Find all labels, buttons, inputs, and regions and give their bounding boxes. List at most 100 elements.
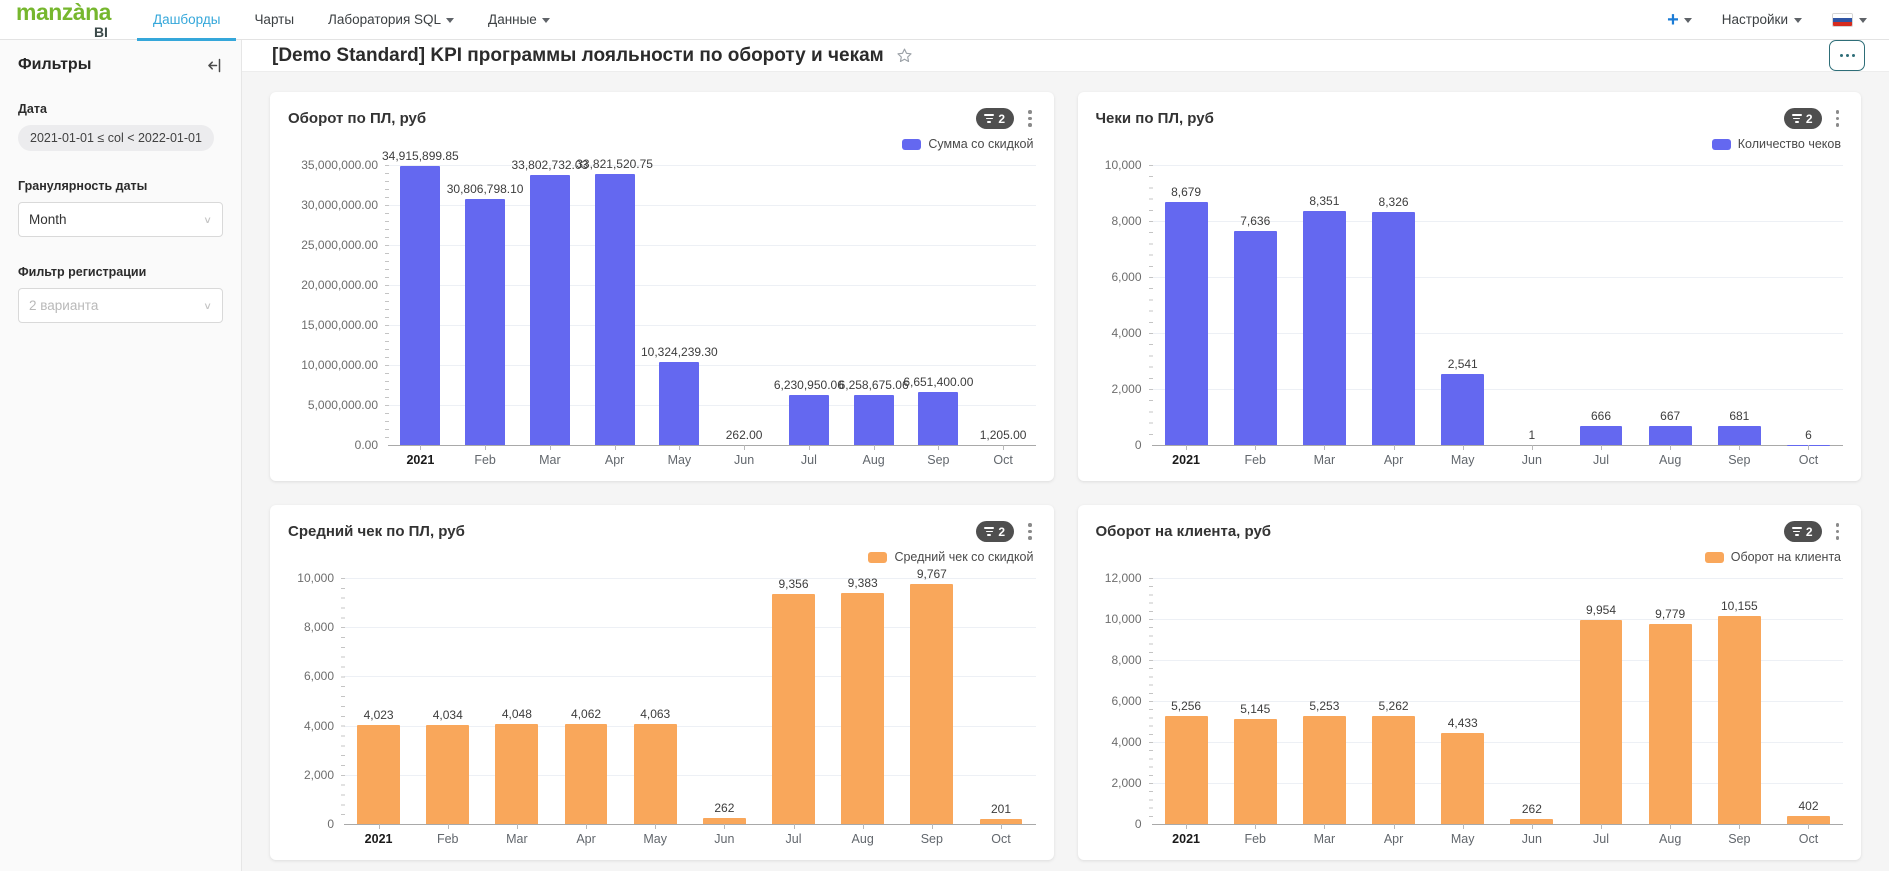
bar[interactable]: 2,541 — [1441, 357, 1485, 445]
legend-item[interactable]: Сумма со скидкой — [288, 137, 1034, 151]
add-new-button[interactable]: + — [1667, 10, 1692, 30]
legend-item[interactable]: Оборот на клиента — [1096, 550, 1841, 564]
bar-value-label: 33,821,520.75 — [576, 157, 653, 172]
bar[interactable]: 6,230,950.06 — [774, 378, 844, 445]
bar-value-label: 402 — [1798, 798, 1819, 813]
more-options-button[interactable] — [1829, 40, 1865, 71]
bar-slot: 6,258,675.06 — [839, 165, 909, 450]
settings-menu[interactable]: Настройки — [1722, 12, 1802, 27]
bar[interactable]: 10,324,239.30 — [641, 345, 718, 445]
navbar-right: + Настройки — [1667, 10, 1867, 30]
bar[interactable]: 7,636 — [1233, 214, 1277, 445]
bar-value-label: 9,954 — [1586, 602, 1617, 617]
bar[interactable]: 9,383 — [841, 576, 885, 824]
main-nav: Дашборды Чарты Лаборатория SQL Данные — [137, 0, 550, 41]
gridline — [388, 245, 1036, 246]
bar[interactable]: 9,954 — [1579, 603, 1623, 824]
bar[interactable]: 6,651,400.00 — [903, 375, 973, 445]
bar[interactable]: 402 — [1787, 799, 1830, 824]
bar[interactable]: 5,262 — [1372, 699, 1415, 824]
legend-item[interactable]: Средний чек со скидкой — [288, 550, 1034, 564]
bar[interactable]: 201 — [979, 802, 1023, 824]
bar[interactable]: 4,023 — [357, 708, 401, 824]
bar[interactable]: 681 — [1717, 409, 1761, 445]
x-category-label: May — [1450, 453, 1475, 467]
bar[interactable]: 9,779 — [1648, 607, 1692, 824]
nav-tab-charts[interactable]: Чарты — [254, 0, 294, 39]
nav-tab-dashboards[interactable]: Дашборды — [137, 0, 236, 41]
bar-value-label: 4,433 — [1447, 716, 1478, 731]
applied-filters-badge[interactable]: 2 — [1783, 108, 1822, 129]
legend-item[interactable]: Количество чеков — [1096, 137, 1841, 151]
registration-select[interactable]: 2 варианта ∨ — [18, 288, 223, 323]
nav-tab-data[interactable]: Данные — [488, 0, 550, 39]
y-tick-label: 0.00 — [354, 438, 378, 452]
bar[interactable]: 9,767 — [910, 567, 954, 824]
x-category-label: Aug — [1659, 453, 1682, 467]
x-category-label: Aug — [862, 453, 885, 467]
chart-title: Оборот по ПЛ, руб — [288, 110, 427, 127]
bar[interactable]: 4,048 — [495, 707, 539, 824]
bar[interactable]: 6,258,675.06 — [839, 378, 909, 445]
bar-slot: 33,802,732.03 — [511, 158, 588, 450]
manzana-bi-logo[interactable]: manzàna BI — [16, 0, 111, 39]
chart-title: Оборот на клиента, руб — [1095, 523, 1272, 540]
registration-filter-label: Фильтр регистрации — [18, 265, 147, 279]
bar[interactable]: 8,326 — [1372, 195, 1415, 445]
dashboard-grid: Оборот по ПЛ, руб 2 Сумма со скидкой 35,… — [242, 72, 1889, 871]
y-tick-label: 8,000 — [1111, 653, 1142, 667]
bar[interactable]: 30,806,798.10 — [447, 182, 523, 445]
kebab-menu-icon[interactable] — [1024, 521, 1036, 542]
x-axis-line — [1151, 445, 1843, 446]
gridline — [1151, 221, 1843, 222]
bar[interactable]: 33,821,520.75 — [576, 157, 653, 445]
applied-filters-badge[interactable]: 2 — [976, 521, 1014, 542]
applied-filters-badge[interactable]: 2 — [1783, 521, 1822, 542]
kebab-menu-icon[interactable] — [1832, 521, 1844, 542]
bar-slot: 34,915,899.85 — [382, 149, 459, 450]
bar[interactable]: 10,155 — [1717, 599, 1761, 824]
bar-value-label: 30,806,798.10 — [446, 181, 524, 196]
bar[interactable]: 33,802,732.03 — [511, 158, 588, 445]
favorite-star-icon[interactable] — [896, 47, 913, 64]
y-tick-label: 2,000 — [303, 767, 334, 782]
granularity-select[interactable]: Month ∨ — [18, 202, 223, 237]
bar[interactable]: 8,351 — [1302, 194, 1346, 445]
bar-slot: 9,767 — [897, 567, 966, 829]
bar[interactable]: 5,256 — [1164, 699, 1208, 824]
bar[interactable]: 4,062 — [564, 707, 608, 824]
bar[interactable]: 4,063 — [633, 707, 677, 824]
bar-slot: 10,155 — [1705, 578, 1774, 829]
bar[interactable]: 5,145 — [1233, 702, 1277, 824]
nav-tab-sql-lab[interactable]: Лаборатория SQL — [328, 0, 455, 39]
bar-value-label: 5,253 — [1309, 699, 1340, 714]
bar[interactable]: 667 — [1648, 409, 1692, 445]
gridline — [1151, 578, 1843, 579]
language-switcher[interactable] — [1832, 12, 1867, 27]
bar[interactable]: 9,356 — [772, 577, 815, 824]
collapse-sidebar-icon[interactable] — [206, 57, 223, 74]
bar[interactable]: 8,679 — [1164, 185, 1208, 445]
bar-slot: 30,806,798.10 — [447, 165, 523, 450]
dashboard-titlebar: [Demo Standard] KPI программы лояльности… — [242, 40, 1889, 72]
bar[interactable]: 34,915,899.85 — [382, 149, 459, 445]
bar-slot: 262.00 — [712, 165, 777, 450]
kebab-menu-icon[interactable] — [1832, 108, 1844, 129]
bar[interactable]: 262 — [702, 801, 746, 824]
y-axis: 10,000 8,000 6,000 4,000 2,000 0 — [288, 571, 344, 831]
filter-icon — [1791, 527, 1802, 536]
applied-filters-badge[interactable]: 2 — [976, 108, 1014, 129]
bar-slot: 9,383 — [828, 576, 897, 829]
kebab-menu-icon[interactable] — [1024, 108, 1036, 129]
x-category-label: Feb — [1244, 832, 1266, 846]
bar[interactable]: 5,253 — [1302, 699, 1346, 824]
bar-value-label: 6 — [1805, 427, 1812, 442]
bar[interactable]: 262 — [1510, 802, 1554, 824]
bar-value-label: 667 — [1660, 409, 1681, 424]
bar[interactable]: 4,034 — [426, 708, 470, 824]
bar-value-label: 4,062 — [571, 707, 602, 722]
filter-count: 2 — [998, 111, 1005, 126]
bar[interactable]: 666 — [1579, 409, 1623, 445]
bar[interactable]: 4,433 — [1441, 716, 1485, 824]
date-filter-pill[interactable]: 2021-01-01 ≤ col < 2022-01-01 — [18, 125, 214, 151]
